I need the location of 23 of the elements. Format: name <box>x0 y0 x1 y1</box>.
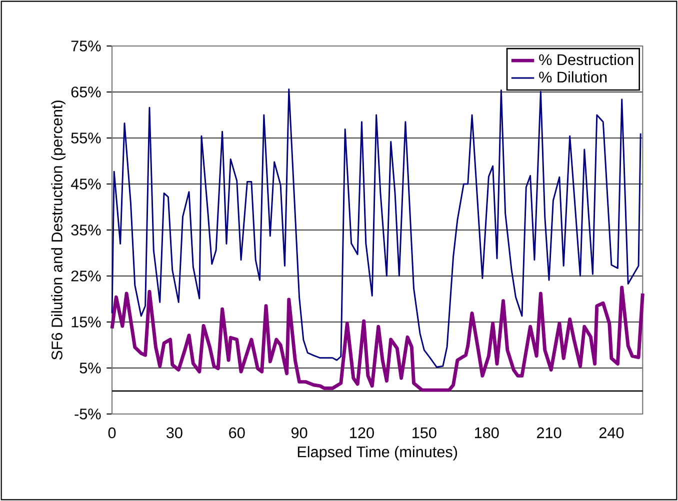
x-axis-title: Elapsed Time (minutes) <box>298 446 458 460</box>
x-tick-label: 60 <box>229 427 245 438</box>
legend-label: % Destruction <box>539 54 633 66</box>
y-tick-label: 45% <box>70 178 101 190</box>
y-tick-label: 65% <box>71 86 101 98</box>
x-tick-label: 180 <box>474 427 499 438</box>
x-tick-label: 240 <box>599 427 624 438</box>
x-tick-label: 210 <box>537 427 562 438</box>
x-tick-label: 30 <box>166 427 182 438</box>
y-tick-label: 25% <box>71 270 101 282</box>
y-tick-label: 35% <box>71 224 101 236</box>
legend-label: % Dilution <box>539 71 607 83</box>
x-tick-label: 120 <box>350 427 374 438</box>
y-tick-label: 75% <box>71 40 101 52</box>
x-tick-label: 0 <box>108 427 116 438</box>
y-axis-title: SF6 Dilution and Destruction (percent) <box>51 100 66 360</box>
line-series <box>111 88 642 368</box>
y-tick-label: 15% <box>72 316 101 328</box>
y-tick-label: 55% <box>71 132 101 144</box>
y-tick-label: -5% <box>74 408 101 420</box>
x-tick-label: 150 <box>412 427 436 438</box>
y-tick-label: 5% <box>80 362 101 374</box>
x-tick-label: 90 <box>291 427 308 438</box>
